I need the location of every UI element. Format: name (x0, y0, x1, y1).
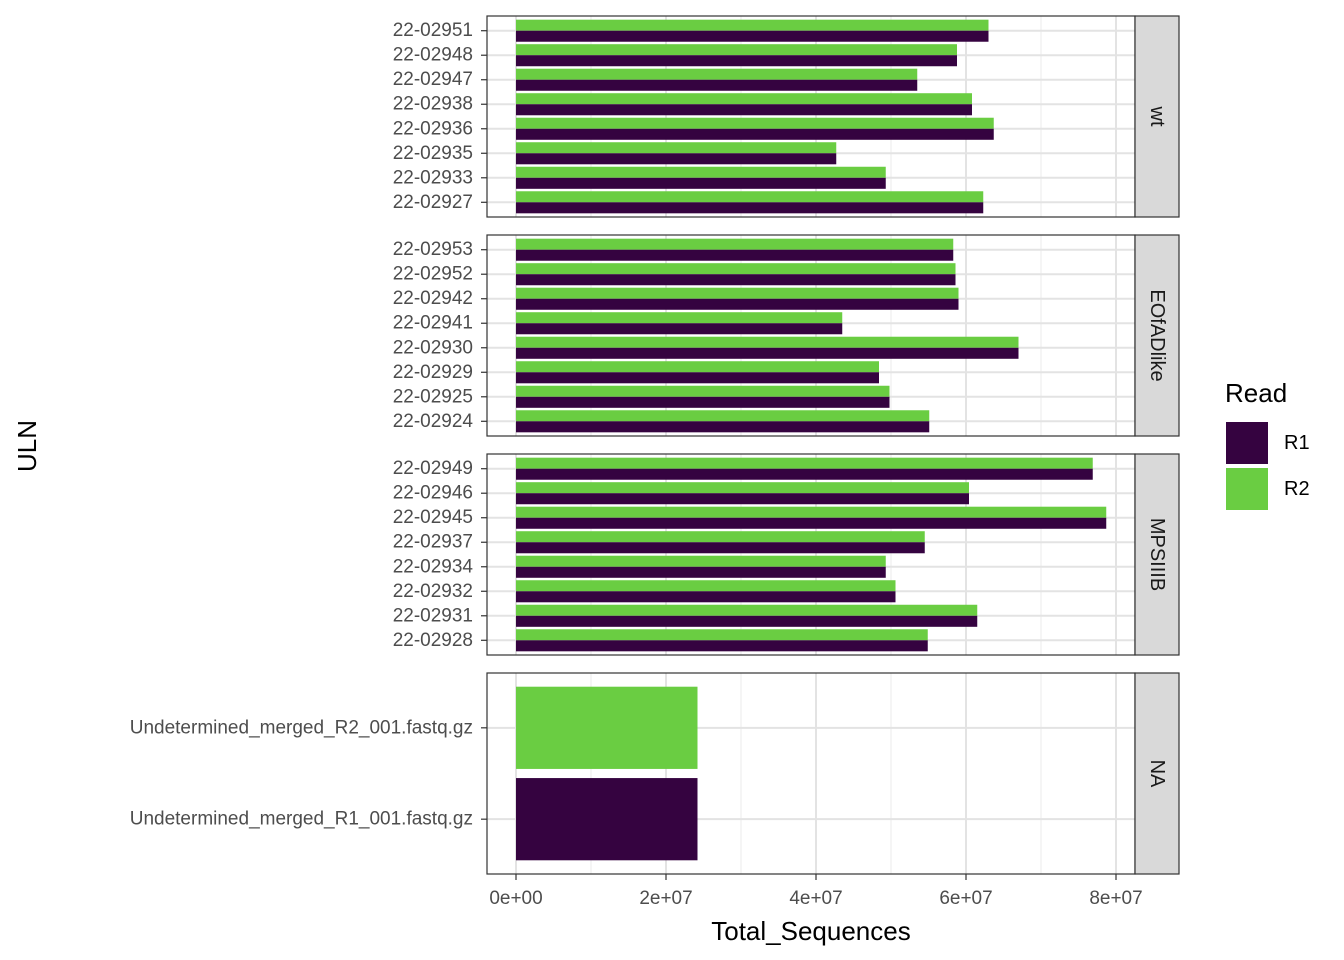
y-tick-label: 22-02936 (393, 118, 473, 139)
legend-label: R2 (1284, 478, 1310, 500)
facet-strip-label: wt (1146, 106, 1168, 127)
bar-r2 (516, 506, 1107, 518)
x-tick-label: 8e+07 (1089, 888, 1142, 909)
bar-r1 (516, 542, 925, 554)
y-tick-label: 22-02934 (393, 556, 474, 577)
y-tick-label: Undetermined_merged_R2_001.fastq.gz (130, 717, 473, 738)
bar-r2 (516, 482, 969, 494)
bar-r2 (516, 686, 698, 769)
x-tick-label: 0e+00 (489, 888, 542, 909)
bar-r2 (516, 93, 972, 105)
bar-r1 (516, 396, 890, 408)
y-tick-label: 22-02946 (393, 483, 473, 504)
bar-r1 (516, 372, 879, 384)
bar-r1 (516, 30, 989, 42)
bar-r1 (516, 615, 978, 627)
bar-r1 (516, 347, 1019, 359)
bar-r1 (516, 421, 930, 433)
y-tick-label: 22-02937 (393, 532, 473, 553)
y-tick-label: 22-02924 (393, 411, 474, 432)
facet-strip (1134, 453, 1180, 656)
bar-r1 (516, 79, 918, 91)
y-tick-label: 22-02931 (393, 605, 473, 626)
bar-r2 (516, 410, 930, 422)
bar-r1 (516, 493, 969, 505)
bar-r2 (516, 287, 959, 299)
bar-r1 (516, 566, 886, 578)
bar-r1 (516, 517, 1107, 529)
bar-r1 (516, 468, 1093, 480)
y-tick-label: 22-02929 (393, 362, 473, 383)
bar-r2 (516, 44, 957, 56)
y-tick-label: Undetermined_merged_R1_001.fastq.gz (130, 809, 473, 830)
facet-strip (1134, 672, 1180, 875)
x-tick-label: 6e+07 (939, 888, 992, 909)
bar-r2 (516, 604, 978, 616)
x-tick-label: 2e+07 (639, 888, 692, 909)
bar-r2 (516, 312, 843, 324)
bar-r2 (516, 19, 989, 31)
bar-r2 (516, 117, 994, 129)
y-tick-label: 22-02938 (393, 94, 473, 115)
facet-strip (1134, 15, 1180, 218)
bar-r1 (516, 104, 972, 116)
facet-strip-label: NA (1146, 760, 1168, 788)
y-tick-label: 22-02930 (393, 337, 473, 358)
y-tick-label: 22-02952 (393, 264, 473, 285)
bar-r2 (516, 580, 896, 592)
y-tick-label: 22-02935 (393, 143, 473, 164)
bar-r1 (516, 274, 956, 286)
bar-r1 (516, 153, 837, 165)
bar-r2 (516, 238, 954, 250)
bar-r1 (516, 323, 843, 335)
legend-title: Read (1225, 378, 1287, 408)
y-tick-label: 22-02927 (393, 192, 473, 213)
bar-r1 (516, 177, 886, 189)
bar-r2 (516, 166, 886, 178)
facet-strip-label: MPSIIIB (1146, 518, 1168, 591)
y-tick-label: 22-02941 (393, 313, 473, 334)
bar-r1 (516, 128, 994, 140)
bar-r1 (516, 591, 896, 603)
y-tick-label: 22-02928 (393, 630, 473, 651)
y-tick-label: 22-02947 (393, 69, 473, 90)
facet-strip (1134, 234, 1180, 437)
bar-r2 (516, 191, 984, 203)
y-tick-label: 22-02925 (393, 386, 473, 407)
x-axis-title: Total_Sequences (711, 916, 910, 946)
bar-r2 (516, 68, 918, 80)
bar-r1 (516, 202, 984, 214)
y-tick-label: 22-02953 (393, 239, 473, 260)
y-tick-label: 22-02949 (393, 458, 473, 479)
y-tick-label: 22-02945 (393, 507, 473, 528)
y-tick-label: 22-02942 (393, 288, 473, 309)
bar-r2 (516, 142, 837, 154)
bar-r2 (516, 555, 886, 567)
legend-label: R1 (1284, 432, 1310, 454)
bar-r1 (516, 778, 698, 861)
bar-r1 (516, 640, 928, 652)
facet-strip-label: EOfADlike (1146, 289, 1168, 381)
y-tick-label: 22-02932 (393, 581, 473, 602)
legend-key-r2 (1226, 468, 1268, 510)
bar-r2 (516, 385, 890, 397)
y-tick-label: 22-02948 (393, 45, 473, 66)
bar-r2 (516, 263, 956, 275)
bar-r2 (516, 361, 879, 373)
bar-r1 (516, 55, 957, 67)
y-tick-label: 22-02951 (393, 20, 473, 41)
bar-r2 (516, 531, 925, 543)
bar-r1 (516, 298, 959, 310)
bar-r2 (516, 629, 928, 641)
y-tick-label: 22-02933 (393, 167, 473, 188)
legend-key-r1 (1226, 422, 1268, 464)
bar-r2 (516, 336, 1019, 348)
bar-r2 (516, 457, 1093, 469)
x-tick-label: 4e+07 (789, 888, 842, 909)
y-axis-title: ULN (12, 420, 42, 472)
bar-r1 (516, 249, 954, 261)
